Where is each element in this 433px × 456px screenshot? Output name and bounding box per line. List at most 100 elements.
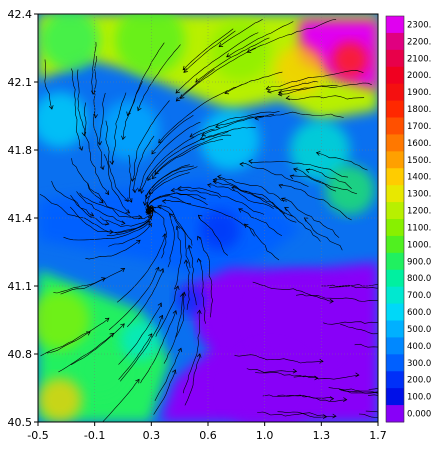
streamline <box>239 163 309 187</box>
streamline <box>71 158 104 204</box>
streamline <box>132 100 170 182</box>
streamline <box>79 192 142 218</box>
streamline <box>154 348 182 402</box>
colorbar-swatch <box>386 269 404 288</box>
streamline-arrowhead <box>206 182 212 188</box>
colorbar-label: 2200. <box>407 37 431 47</box>
streamline <box>338 389 378 394</box>
y-tick-label: 42.1 <box>8 76 33 89</box>
streamline-arrowhead <box>197 214 203 220</box>
streamline-arrowhead <box>142 201 148 206</box>
streamline <box>137 44 181 111</box>
streamline <box>217 176 288 202</box>
streamline-arrowhead <box>218 42 224 48</box>
streamline <box>244 223 280 261</box>
streamline <box>293 374 359 380</box>
streamline <box>60 268 125 295</box>
streamline <box>175 292 185 338</box>
streamline <box>185 259 190 310</box>
streamline-arrowhead <box>332 413 337 419</box>
terrain-patch <box>38 290 90 350</box>
streamline <box>195 37 270 83</box>
colorbar-label: 900.0 <box>407 257 431 267</box>
streamline-arrowhead <box>78 146 84 151</box>
terrain-patch <box>332 42 368 78</box>
streamline <box>152 139 223 179</box>
streamline <box>40 317 110 357</box>
streamline <box>149 166 198 195</box>
terrain-patch <box>225 345 315 422</box>
streamline-arrowhead <box>293 167 298 173</box>
streamline-arrowhead <box>101 277 106 282</box>
streamline <box>99 214 153 227</box>
streamline-arrowhead <box>162 233 168 238</box>
streamline-arrowhead <box>265 85 270 91</box>
streamline-arrowhead <box>81 131 87 137</box>
streamline-arrowhead <box>182 65 188 71</box>
terrain-patch <box>38 92 88 148</box>
streamline-arrowhead <box>104 190 110 196</box>
streamline <box>51 180 94 217</box>
streamline <box>175 32 259 94</box>
streamline <box>267 80 319 93</box>
streamline-arrowhead <box>148 333 153 338</box>
streamline <box>215 113 275 128</box>
streamline-arrowhead <box>104 220 110 226</box>
streamline <box>306 169 352 190</box>
streamline <box>162 199 255 237</box>
streamline-arrowhead <box>89 212 95 217</box>
colorbar-label: 200.0 <box>407 376 431 386</box>
streamline <box>207 184 274 209</box>
terrain-patch <box>120 320 160 360</box>
streamline-arrowhead <box>157 302 162 308</box>
streamline <box>127 42 165 116</box>
streamline-arrowhead <box>109 332 115 338</box>
terrain-patch <box>198 318 222 342</box>
x-tick-label: 1.3 <box>313 429 331 442</box>
colorbar-frame <box>385 15 405 423</box>
streamline-arrowhead <box>187 244 193 250</box>
streamline-arrowhead <box>125 209 131 214</box>
colorbar-label: 500.0 <box>407 325 431 335</box>
streamline <box>71 68 83 151</box>
colorbar-label: 400.0 <box>407 342 431 352</box>
streamline <box>198 215 228 256</box>
streamline-arrowhead <box>99 198 104 204</box>
streamline-arrowhead <box>128 198 133 203</box>
terrain-patch <box>100 100 160 160</box>
streamline-arrowhead <box>319 358 324 364</box>
terrain-patch <box>250 270 350 370</box>
terrain-patch <box>200 210 240 250</box>
streamline-arrowhead <box>215 123 220 129</box>
streamline-arrowhead <box>181 291 187 297</box>
streamline-arrowhead <box>212 177 218 183</box>
streamline-arrowhead <box>158 314 164 320</box>
streamline <box>76 191 126 224</box>
streamline-arrowhead <box>109 229 114 235</box>
streamline <box>177 186 265 215</box>
streamline-arrowhead <box>144 194 150 200</box>
streamline <box>116 233 166 303</box>
colorbar-swatch <box>386 49 404 68</box>
colorbar-swatch <box>386 185 404 203</box>
colorbar-swatch <box>386 354 404 372</box>
colorbar-swatch <box>386 252 404 271</box>
streamline-arrowhead <box>177 347 183 353</box>
streamline-arrowhead <box>231 185 236 191</box>
streamline <box>316 152 368 171</box>
streamline <box>279 184 352 221</box>
streamline <box>103 154 130 214</box>
streamline-arrowhead <box>238 208 243 213</box>
x-tick-label: 0.6 <box>199 429 217 442</box>
streamline-arrowhead <box>175 89 180 94</box>
terrain-patch <box>325 165 375 215</box>
streamline-arrowhead <box>121 135 126 141</box>
streamline-arrowhead <box>226 53 231 58</box>
streamline-arrowhead <box>217 174 222 180</box>
streamline <box>248 160 349 178</box>
streamline <box>173 225 182 290</box>
streamline-arrowhead <box>151 150 156 155</box>
colorbar-label: 1900. <box>407 88 431 98</box>
streamline <box>197 236 213 318</box>
colorbar-label: 1300. <box>407 190 431 200</box>
